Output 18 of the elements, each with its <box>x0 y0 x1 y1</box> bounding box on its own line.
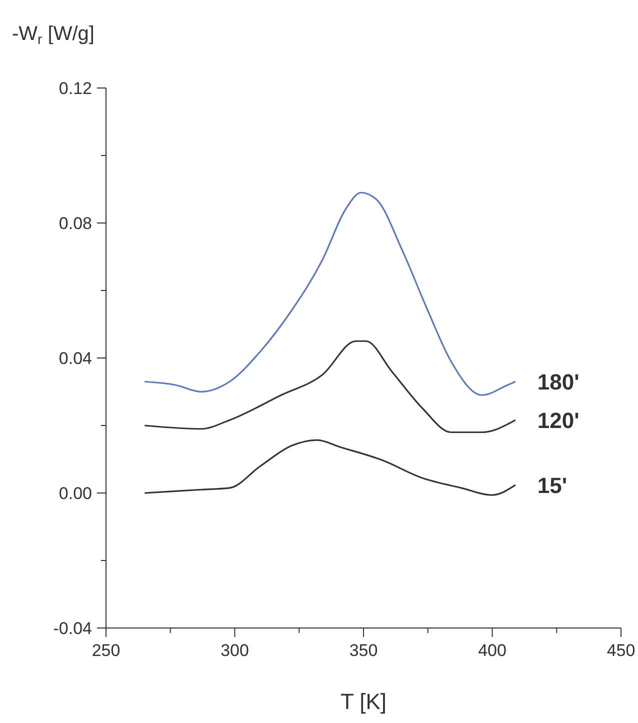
series-label: 120' <box>537 408 580 434</box>
y-tick-label: 0.12 <box>58 78 92 98</box>
y-tick-label: 0.04 <box>58 348 92 368</box>
y-axis-title: -W$_{r}$ [W/g] <box>12 23 94 46</box>
series-label: 180' <box>537 370 580 395</box>
x-tick-label: 350 <box>349 641 378 660</box>
x-tick-label: 450 <box>606 641 636 660</box>
series-label: 15' <box>537 472 568 498</box>
line-series <box>144 340 516 434</box>
y-tick-label: -0.04 <box>53 618 92 638</box>
x-tick-label: 250 <box>92 641 120 660</box>
x-axis-title: T [K] <box>340 689 387 714</box>
y-tick-label: 0.00 <box>58 484 92 503</box>
line-series <box>144 192 516 396</box>
x-tick-label: 300 <box>220 641 249 660</box>
line-series <box>144 439 516 496</box>
y-tick-label: 0.08 <box>58 214 92 233</box>
x-tick-label: 400 <box>478 641 506 660</box>
